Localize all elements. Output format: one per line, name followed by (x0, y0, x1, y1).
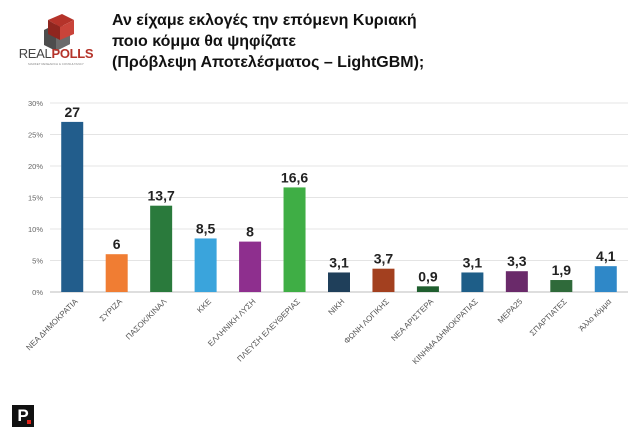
x-category-label: ΝΕΑ ΔΗΜΟΚΡΑΤΙΑ (24, 297, 80, 353)
corner-logo-accent (27, 420, 31, 424)
chart-title: Αν είχαμε εκλογές την επόμενη Κυριακή πο… (112, 10, 612, 73)
bar (194, 238, 217, 292)
x-category-label: ΕΛΛΗΝΙΚΗ ΛΥΣΗ (206, 297, 257, 348)
bar-value-label: 3,3 (507, 253, 527, 269)
brand-name: REALPOLLS (18, 46, 94, 61)
y-tick-label: 20% (28, 162, 43, 171)
bar-value-label: 3,1 (329, 254, 349, 270)
bar-value-label: 13,7 (148, 188, 175, 204)
bar-value-label: 3,7 (374, 251, 394, 267)
chart-title-line-1: Αν είχαμε εκλογές την επόμενη Κυριακή (112, 12, 417, 29)
bar (505, 271, 528, 292)
x-category-label: ΝΙΚΗ (327, 297, 347, 317)
bar-value-label: 1,9 (552, 262, 572, 278)
x-category-label: ΠΑΣΟΚ/ΚΙΝΑΛ (124, 297, 169, 342)
bar (372, 268, 395, 292)
y-tick-label: 30% (28, 99, 43, 108)
bar (283, 187, 306, 292)
bar-value-label: 16,6 (281, 169, 308, 185)
y-tick-label: 0% (32, 288, 43, 297)
x-category-label: ΣΠΑΡΤΙΑΤΕΣ (528, 297, 569, 338)
corner-p-logo-icon: P (12, 405, 34, 427)
bar-value-label: 8,5 (196, 220, 216, 236)
bar-value-label: 8 (246, 224, 254, 240)
bar (461, 272, 484, 292)
realpolls-logo-icon (44, 14, 74, 51)
bar-value-label: 27 (64, 104, 80, 120)
brand-tagline: MARKET RESEARCH & CONSULTANCY (28, 62, 84, 66)
x-category-label: ΚΚΕ (195, 297, 213, 315)
y-tick-label: 10% (28, 225, 43, 234)
y-tick-label: 25% (28, 131, 43, 140)
y-tick-label: 15% (28, 194, 43, 203)
x-category-label: ΦΩΝΗ ΛΟΓΙΚΗΣ (342, 297, 391, 346)
bar (594, 266, 617, 292)
bar (239, 241, 262, 292)
chart-title-line-3: (Πρόβλεψη Αποτελέσματος – LightGBM); (112, 54, 425, 71)
bar (416, 286, 439, 292)
x-category-label: ΜΕΡΑ25 (496, 297, 525, 326)
y-tick-label: 5% (32, 257, 43, 266)
bar (105, 254, 128, 292)
x-category-label: ΣΥΡΙΖΑ (98, 297, 125, 324)
x-category-label: ΝΕΑ ΑΡΙΣΤΕΡΑ (389, 297, 435, 343)
bar-value-label: 0,9 (418, 268, 438, 284)
bar (328, 272, 350, 292)
chart-title-line-2: ποιο κόμμα θα ψηφίζατε (112, 33, 296, 50)
bar-value-label: 6 (113, 236, 121, 252)
bar-value-label: 4,1 (596, 248, 616, 264)
x-category-label: Άλλο κόμμα (577, 297, 613, 333)
bar (61, 121, 84, 293)
bar (150, 205, 173, 292)
bar (550, 280, 573, 292)
bar-value-label: 3,1 (463, 254, 483, 270)
